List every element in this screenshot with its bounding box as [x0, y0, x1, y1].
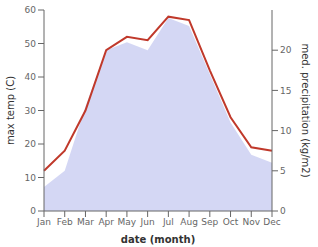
svg-text:Dec: Dec	[263, 217, 280, 227]
svg-text:30: 30	[25, 106, 37, 116]
svg-text:40: 40	[25, 72, 37, 82]
svg-text:date (month): date (month)	[121, 234, 195, 245]
svg-text:Nov: Nov	[242, 217, 260, 227]
svg-text:15: 15	[280, 86, 291, 96]
svg-text:5: 5	[280, 166, 286, 176]
svg-text:Jan: Jan	[36, 217, 51, 227]
svg-text:Jul: Jul	[162, 217, 174, 227]
svg-text:Aug: Aug	[180, 217, 198, 227]
svg-text:med. precipitation (kg/m2): med. precipitation (kg/m2)	[300, 43, 310, 177]
svg-text:10: 10	[280, 126, 292, 136]
svg-text:max temp (C): max temp (C)	[8, 76, 16, 145]
svg-text:60: 60	[25, 5, 37, 15]
svg-text:20: 20	[280, 45, 292, 55]
svg-text:Oct: Oct	[223, 217, 239, 227]
svg-text:0: 0	[280, 206, 286, 216]
svg-text:20: 20	[25, 139, 37, 149]
svg-text:Apr: Apr	[98, 217, 114, 227]
svg-text:May: May	[118, 217, 137, 227]
svg-text:0: 0	[30, 206, 36, 216]
svg-text:Jun: Jun	[140, 217, 155, 227]
svg-text:Sep: Sep	[201, 217, 218, 227]
svg-text:Feb: Feb	[57, 217, 73, 227]
svg-text:Mar: Mar	[77, 217, 94, 227]
svg-text:50: 50	[25, 39, 37, 49]
svg-text:10: 10	[25, 173, 37, 183]
